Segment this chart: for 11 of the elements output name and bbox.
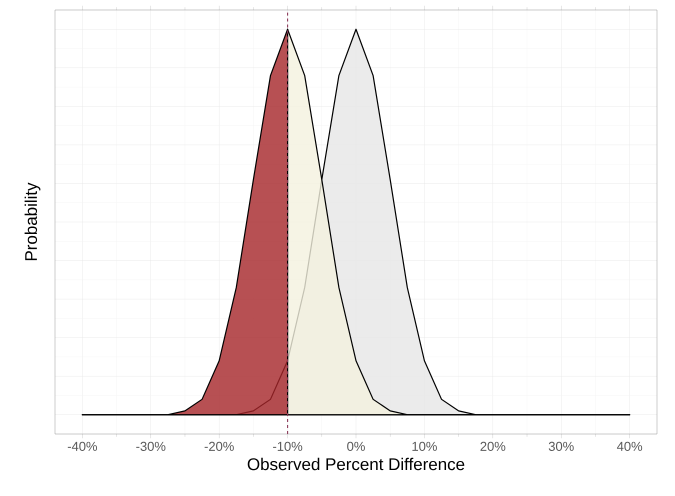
x-tick-label: 0% bbox=[347, 442, 365, 451]
x-tick-label: -40% bbox=[68, 442, 98, 451]
x-tick-label: 10% bbox=[412, 442, 437, 451]
y-axis-title: Probability bbox=[24, 182, 40, 260]
x-tick-label: 20% bbox=[480, 442, 506, 451]
x-tick-label: -30% bbox=[136, 442, 166, 451]
x-tick-label: -20% bbox=[204, 442, 234, 451]
x-tick-label: -10% bbox=[273, 442, 302, 451]
x-axis-title: Observed Percent Difference bbox=[248, 458, 464, 470]
x-tick-label: 40% bbox=[616, 442, 642, 451]
x-tick-label: 30% bbox=[548, 442, 574, 451]
